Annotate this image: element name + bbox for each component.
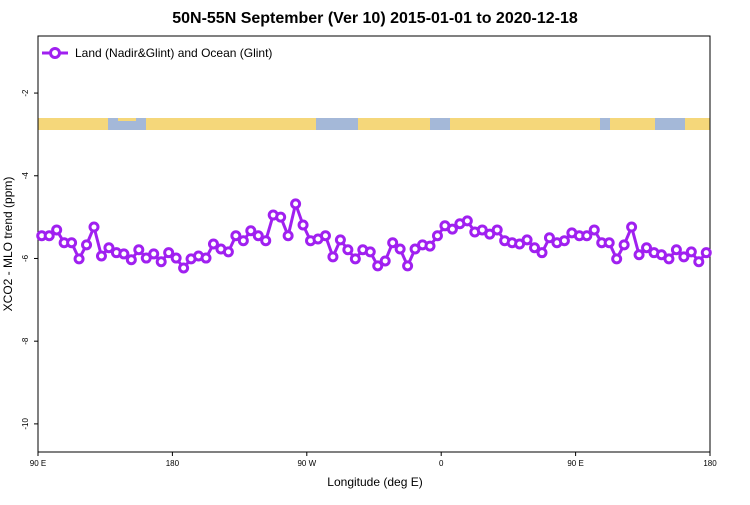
point <box>43 230 55 242</box>
y-tick-label: -8 <box>21 337 30 345</box>
point <box>558 235 570 247</box>
point <box>51 224 63 236</box>
point <box>402 260 414 272</box>
x-tick-label: 0 <box>439 459 444 468</box>
point <box>349 253 361 265</box>
point <box>125 254 137 266</box>
point <box>581 230 593 242</box>
point <box>275 211 287 223</box>
point <box>693 256 705 268</box>
x-tick-label: 90 E <box>567 459 583 468</box>
point <box>207 238 219 250</box>
point <box>260 235 272 247</box>
point <box>670 244 682 256</box>
point <box>178 262 190 274</box>
point <box>678 251 690 263</box>
point <box>290 198 302 210</box>
point <box>66 237 78 249</box>
point <box>95 250 107 262</box>
y-tick-label: -10 <box>21 418 30 430</box>
point <box>364 246 376 258</box>
point <box>245 225 257 237</box>
chart-title: 50N-55N September (Ver 10) 2015-01-01 to… <box>172 10 578 27</box>
point <box>155 256 167 268</box>
point <box>230 230 242 242</box>
point <box>543 232 555 244</box>
y-tick-label: -4 <box>21 172 30 180</box>
point <box>81 239 93 251</box>
point <box>611 253 623 265</box>
x-tick-label: 90 E <box>30 459 46 468</box>
point <box>327 251 339 263</box>
x-tick-label: 180 <box>166 459 180 468</box>
y-tick-label: -6 <box>21 254 30 262</box>
legend: Land (Nadir&Glint) and Ocean (Glint) <box>42 46 272 60</box>
x-axis-label: Longitude (deg E) <box>327 475 422 489</box>
point <box>446 223 458 235</box>
point <box>252 230 264 242</box>
point <box>73 253 85 265</box>
point <box>424 240 436 252</box>
point <box>641 242 653 254</box>
point <box>626 221 638 233</box>
point <box>618 239 630 251</box>
point <box>700 247 712 259</box>
legend-marker <box>49 47 61 59</box>
legend-label: Land (Nadir&Glint) and Ocean (Glint) <box>75 46 272 60</box>
land-mask-strip <box>38 118 710 130</box>
point <box>603 237 615 249</box>
point <box>88 221 100 233</box>
point <box>170 252 182 264</box>
y-tick-label: -2 <box>21 89 30 97</box>
point <box>148 248 160 260</box>
point <box>133 244 145 256</box>
point <box>663 253 675 265</box>
point <box>334 234 346 246</box>
point <box>103 242 115 254</box>
x-tick-label: 180 <box>703 459 717 468</box>
point <box>633 249 645 261</box>
point <box>118 248 130 260</box>
point <box>200 252 212 264</box>
plot-frame <box>37 35 711 453</box>
point <box>529 242 541 254</box>
point <box>491 224 503 236</box>
x-tick-label: 90 W <box>297 459 316 468</box>
point <box>163 247 175 259</box>
point <box>342 244 354 256</box>
point <box>387 237 399 249</box>
point <box>237 235 249 247</box>
point <box>379 255 391 267</box>
point <box>431 230 443 242</box>
point <box>372 260 384 272</box>
point <box>461 215 473 227</box>
point <box>536 247 548 259</box>
point <box>319 230 331 242</box>
point <box>521 234 533 246</box>
point <box>297 219 309 231</box>
y-axis-label: XCO2 - MLO trend (ppm) <box>1 177 15 312</box>
point <box>588 224 600 236</box>
point <box>282 230 294 242</box>
point <box>222 246 234 258</box>
point <box>685 246 697 258</box>
point <box>394 243 406 255</box>
